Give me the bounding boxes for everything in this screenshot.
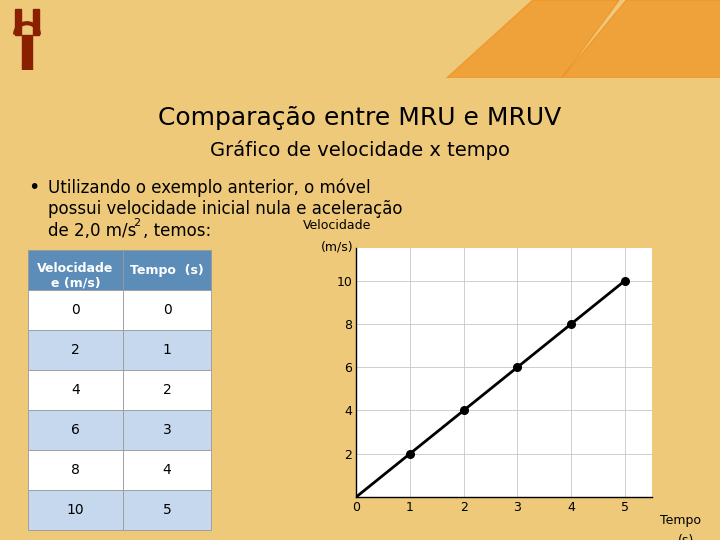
Bar [28,490,123,530]
Text: 3: 3 [163,423,171,437]
Text: 4: 4 [71,383,80,397]
Text: Gráfico de velocidade x tempo: Gráfico de velocidade x tempo [210,140,510,160]
Text: •: • [28,178,40,197]
Text: possui velocidade inicial nula e aceleração: possui velocidade inicial nula e acelera… [48,200,402,218]
Bar [123,450,211,490]
Bar [28,330,123,370]
Text: (s): (s) [678,534,694,540]
Text: 2: 2 [71,343,80,357]
Text: 2: 2 [133,218,140,228]
Bar [28,250,123,290]
Bar [28,450,123,490]
Text: Tempo  (s): Tempo (s) [130,264,204,276]
Text: 1: 1 [163,343,171,357]
Bar [123,490,211,530]
Bar [15,9,21,35]
Text: Utilizando o exemplo anterior, o móvel: Utilizando o exemplo anterior, o móvel [48,178,371,197]
Text: 6: 6 [71,423,80,437]
Text: Tempo: Tempo [660,514,701,527]
Text: Comparação entre MRU e MRUV: Comparação entre MRU e MRUV [158,106,562,130]
Bar [28,370,123,410]
Bar [22,35,32,70]
Bar [28,410,123,450]
Text: Velocidade: Velocidade [37,262,114,275]
Bar [123,410,211,450]
Bar [28,290,123,330]
Text: de 2,0 m/s: de 2,0 m/s [48,222,136,240]
Bar [123,330,211,370]
Text: e (m/s): e (m/s) [50,276,100,289]
Text: (m/s): (m/s) [321,241,354,254]
Polygon shape [446,0,619,78]
Bar [33,9,39,35]
Text: , temos:: , temos: [143,222,211,240]
Text: 8: 8 [71,463,80,477]
Text: 10: 10 [67,503,84,517]
Bar [123,370,211,410]
Text: 0: 0 [163,303,171,317]
Text: 4: 4 [163,463,171,477]
Text: 2: 2 [163,383,171,397]
Bar [123,250,211,290]
Text: 0: 0 [71,303,80,317]
Bar [123,290,211,330]
Text: 5: 5 [163,503,171,517]
Text: Velocidade: Velocidade [303,219,372,232]
Polygon shape [562,0,720,78]
